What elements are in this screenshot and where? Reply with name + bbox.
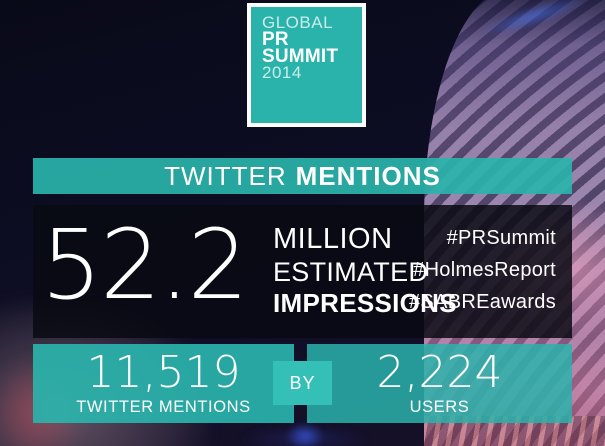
hashtag-prsummit: #PRSummit (446, 227, 556, 249)
section-header-bold: MENTIONS (295, 160, 441, 191)
section-header: TWITTER MENTIONS (33, 158, 572, 194)
twitter-mentions-value: 11,519 (86, 346, 241, 398)
users-label: USERS (409, 397, 470, 416)
event-badge-line3: 2014 (262, 63, 302, 82)
impressions-unit-stack: MILLION ESTIMATED IMPRESSIONS (273, 222, 457, 318)
twitter-mentions-label: TWITTER MENTIONS (76, 397, 251, 416)
impressions-value: 52.2 (41, 208, 249, 321)
users-stat: 2,224 USERS (307, 344, 572, 423)
hashtag-list: #PRSummit #HolmesReport #SABREawards (409, 222, 556, 318)
blue-glow (286, 422, 324, 446)
hashtag-sabreawards: #SABREawards (409, 291, 556, 313)
twitter-mentions-stat: 11,519 TWITTER MENTIONS (33, 344, 294, 423)
impressions-unit: MILLION (273, 223, 393, 255)
hashtag-holmesreport: #HolmesReport (413, 259, 556, 281)
event-badge-line2: PR SUMMIT (262, 29, 339, 67)
section-header-light: TWITTER (164, 160, 287, 191)
impressions-metric: IMPRESSIONS (273, 288, 457, 318)
users-value: 2,224 (376, 346, 503, 398)
impressions-qualifier: ESTIMATED (273, 257, 429, 287)
impressions-panel: 52.2 MILLION ESTIMATED IMPRESSIONS #PRSu… (33, 205, 572, 338)
by-connector: BY (273, 361, 332, 405)
event-badge: GLOBAL PR SUMMIT 2014 (247, 3, 366, 127)
event-badge-line1: GLOBAL (262, 13, 334, 32)
